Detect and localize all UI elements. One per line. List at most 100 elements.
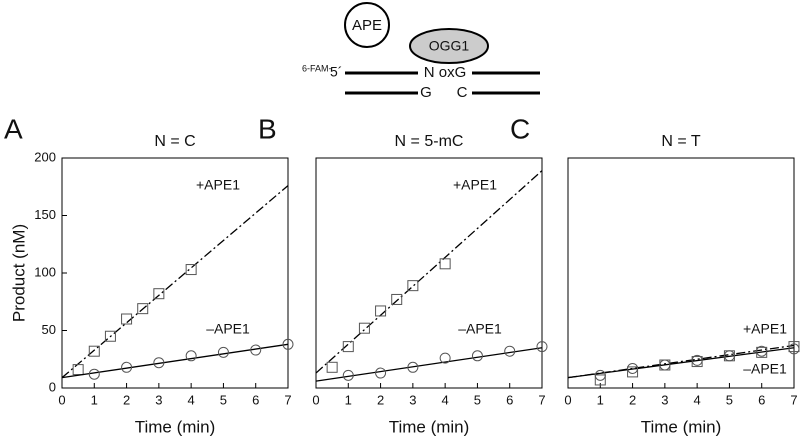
data-point: [627, 362, 639, 374]
data-point: [439, 258, 451, 270]
data-point: [104, 330, 116, 342]
x-tick-label: 6: [252, 392, 259, 407]
data-point: [88, 368, 100, 380]
ape-label: APE: [352, 17, 382, 34]
data-point: [788, 341, 800, 353]
x-tick-label: 1: [91, 392, 98, 407]
x-tick-label: 0: [564, 392, 571, 407]
x-tick-label: 1: [597, 392, 604, 407]
data-point: [504, 345, 516, 357]
x-tick-label: 7: [284, 392, 291, 407]
data-point: [756, 345, 768, 357]
data-point: [342, 341, 354, 353]
x-axis-label: Time (min): [135, 417, 216, 436]
x-tick-label: 4: [442, 392, 449, 407]
y-tick-label: 0: [49, 379, 56, 394]
x-tick-label: 4: [694, 392, 701, 407]
data-point: [439, 352, 451, 364]
plot-frame: [567, 157, 795, 389]
data-point: [407, 361, 419, 373]
series-label: –APE1: [458, 321, 502, 337]
data-point: [659, 359, 671, 371]
panel-title: N = C: [154, 133, 195, 150]
data-point: [723, 350, 735, 362]
x-tick-label: 3: [155, 392, 162, 407]
data-point: [153, 357, 165, 369]
panel-letter: C: [510, 113, 530, 144]
data-point: [121, 313, 133, 325]
bottom-base: G: [420, 84, 432, 101]
data-point: [594, 369, 606, 381]
data-point: [375, 367, 387, 379]
data-point: [250, 344, 262, 356]
ogg1-label: OGG1: [429, 38, 470, 54]
x-tick-label: 5: [726, 392, 733, 407]
data-point: [407, 280, 419, 292]
data-point: [788, 343, 800, 355]
plot-frame: [315, 157, 543, 389]
fit-line: [567, 347, 795, 379]
fit-line: [61, 185, 289, 379]
x-tick-label: 6: [506, 392, 513, 407]
panel-letter: B: [258, 113, 277, 144]
x-tick-label: 5: [474, 392, 481, 407]
data-point: [137, 303, 149, 315]
data-point: [185, 350, 197, 362]
x-axis-label: Time (min): [641, 417, 722, 436]
x-tick-label: 3: [409, 392, 416, 407]
series-label: +APE1: [196, 177, 240, 193]
data-point: [72, 364, 84, 376]
x-axis-label: Time (min): [389, 417, 470, 436]
data-point: [185, 264, 197, 276]
x-tick-label: 0: [312, 392, 319, 407]
data-point: [375, 305, 387, 317]
x-tick-label: 2: [629, 392, 636, 407]
data-point: [594, 374, 606, 386]
plot-frame: [61, 157, 289, 389]
data-point: [282, 338, 294, 350]
data-point: [121, 361, 133, 373]
series-label: –APE1: [206, 321, 250, 337]
x-tick-label: 6: [758, 392, 765, 407]
fam-label: 6-FAM-: [302, 63, 332, 73]
ape-shape: [344, 2, 390, 48]
data-point: [691, 354, 703, 366]
data-point: [342, 369, 354, 381]
y-tick-label: 100: [34, 264, 56, 279]
y-axis-label: Product (nM): [9, 224, 28, 322]
top-bases: N oxG: [424, 64, 467, 81]
fit-line: [315, 347, 543, 382]
data-point: [391, 293, 403, 305]
series-label: +APE1: [743, 321, 787, 337]
data-point: [88, 345, 100, 357]
panel-title: N = T: [661, 133, 701, 150]
y-tick-label: 50: [42, 322, 56, 337]
bottom-base: C: [457, 84, 468, 101]
data-point: [358, 322, 370, 334]
x-tick-label: 4: [188, 392, 195, 407]
panel-title: N = 5-mC: [395, 133, 464, 150]
y-tick-label: 200: [34, 149, 56, 164]
x-tick-label: 2: [377, 392, 384, 407]
x-tick-label: 5: [220, 392, 227, 407]
data-point: [471, 350, 483, 362]
ogg1-shape: [409, 28, 489, 64]
data-point: [326, 361, 338, 373]
strand-end: 5´: [330, 64, 342, 80]
data-point: [536, 341, 548, 353]
x-tick-label: 3: [661, 392, 668, 407]
data-point: [217, 346, 229, 358]
data-point: [627, 366, 639, 378]
series-label: +APE1: [453, 177, 497, 193]
x-tick-label: 0: [58, 392, 65, 407]
fit-line: [315, 170, 543, 374]
x-tick-label: 2: [123, 392, 130, 407]
series-label: –APE1: [743, 361, 787, 377]
x-tick-label: 1: [345, 392, 352, 407]
panel-letter: A: [4, 113, 23, 144]
y-tick-label: 150: [34, 207, 56, 222]
fit-line: [61, 343, 289, 379]
data-point: [153, 288, 165, 300]
